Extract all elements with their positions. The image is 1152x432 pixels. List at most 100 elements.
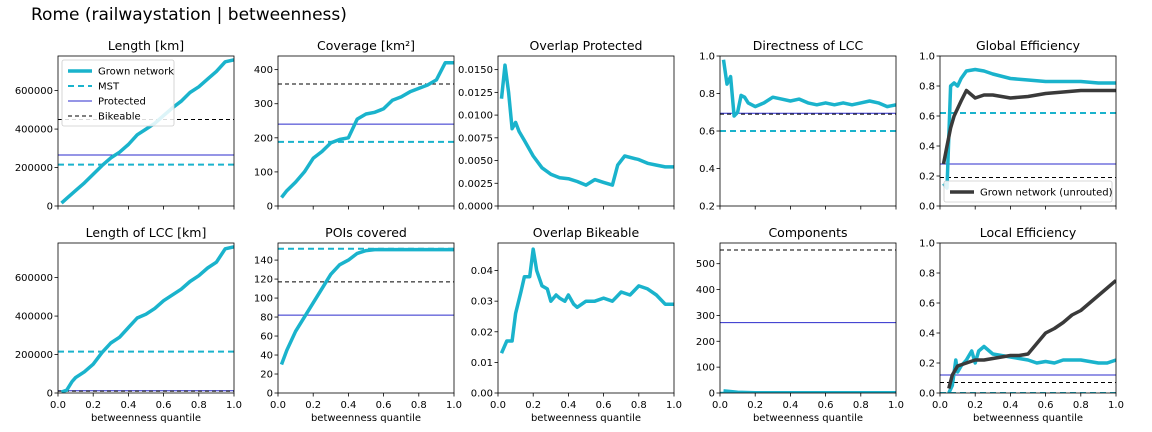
x-tick-label: 1.0 <box>446 400 462 411</box>
y-tick-label: 0.6 <box>919 112 935 123</box>
y-tick-label: 100 <box>254 167 273 178</box>
y-tick-label: 400 <box>696 285 715 296</box>
y-tick-label: 400 <box>254 65 273 76</box>
series-line-grown-network <box>942 67 1116 190</box>
y-tick-label: 400000 <box>15 312 53 323</box>
y-tick-label: 0.0150 <box>458 65 493 76</box>
x-tick-label: 0.4 <box>560 400 576 411</box>
x-tick-label: 0.4 <box>120 400 136 411</box>
axes-frame <box>497 55 675 207</box>
y-tick-label: 0.0100 <box>458 111 493 122</box>
x-tick-label: 0.6 <box>596 400 612 411</box>
axes-frame <box>277 55 455 207</box>
legend-label: Grown network (unrouted) <box>980 188 1113 199</box>
y-tick-label: 80 <box>260 313 273 324</box>
y-tick-label: 600000 <box>15 273 53 284</box>
y-tick-label: 0.0050 <box>458 156 493 167</box>
panel-local_eff: Local Efficiency 0.0 0.2 0.4 0.6 0.8 1.0 0.0 0.2… <box>919 225 1124 424</box>
panel-directness: Directness of LCC 0.2 0.4 0.6 0.8 1.0 <box>699 38 897 213</box>
legend-box <box>943 180 1113 203</box>
x-tick-label: 0.0 <box>50 400 66 411</box>
y-tick-label: 0 <box>709 389 715 400</box>
legend-label: Bikeable <box>98 112 141 123</box>
x-tick-label: 1.0 <box>1108 400 1124 411</box>
y-tick-label: 0 <box>47 202 53 213</box>
y-tick-label: 0.0000 <box>458 202 493 213</box>
y-tick-label: 500 <box>696 259 715 270</box>
series-line-grown-network <box>60 58 234 205</box>
panel-title: Global Efficiency <box>976 38 1081 53</box>
legend: Grown network (unrouted) <box>943 180 1113 203</box>
y-tick-label: 100 <box>254 294 273 305</box>
x-tick-label: 0.6 <box>156 400 172 411</box>
panel-lcc: Length of LCC [km] 0.0 0.2 0.4 0.6 0.8 1.0 0 200… <box>15 225 242 424</box>
series-line-grown-network-unrouted <box>947 279 1116 389</box>
legend-label: Grown network <box>98 67 174 78</box>
x-tick-label: 1.0 <box>666 400 682 411</box>
x-tick-label: 0.4 <box>340 400 356 411</box>
y-tick-label: 0.8 <box>919 82 935 93</box>
y-tick-label: 1.0 <box>919 52 935 63</box>
panel-components: Components 0.0 0.2 0.4 0.6 0.8 1.0 0 100 200 300 40… <box>696 225 904 424</box>
x-tick-label: 0.6 <box>818 400 834 411</box>
x-tick-label: 1.0 <box>226 400 242 411</box>
y-tick-label: 0.2 <box>919 172 935 183</box>
y-tick-label: 120 <box>254 275 273 286</box>
series-line-grown-network <box>499 247 674 354</box>
panel-overlap_protected: Overlap Protected 0.0000 0.0025 0.0050 0.007… <box>458 38 675 213</box>
x-tick-label: 0.8 <box>191 400 207 411</box>
legend-label: Protected <box>98 97 146 108</box>
axes-frame <box>497 242 675 394</box>
series-line-grown-network <box>279 247 454 366</box>
panel-global_eff: Global Efficiency 0.0 0.2 0.4 0.6 0.8 1.0 Grown… <box>919 38 1117 213</box>
series-line-grown-network <box>721 59 896 118</box>
panel-title: Length [km] <box>108 38 184 53</box>
x-tick-label: 0.0 <box>270 400 286 411</box>
series-line-grown-network <box>280 61 454 199</box>
y-tick-label: 0.01 <box>471 358 493 369</box>
x-tick-label: 0.0 <box>932 400 948 411</box>
axes-frame <box>939 55 1117 207</box>
panel-coverage: Coverage [km²] 0 100 200 300 400 <box>254 38 455 213</box>
axes-frame <box>719 242 897 394</box>
y-tick-label: 0.0 <box>919 389 935 400</box>
y-tick-label: 0.6 <box>699 127 715 138</box>
y-tick-label: 0.0 <box>919 202 935 213</box>
series-line-grown-network <box>60 245 234 393</box>
panel-title: Length of LCC [km] <box>86 225 207 240</box>
legend: Grown network MST Protected Bikeable <box>61 59 175 127</box>
x-tick-label: 0.2 <box>525 400 541 411</box>
x-tick-label: 0.8 <box>631 400 647 411</box>
x-tick-label: 0.2 <box>85 400 101 411</box>
panels: Length [km] 0 200000 400000 600000 Grown netw… <box>15 38 1124 424</box>
y-tick-label: 140 <box>254 256 273 267</box>
y-tick-label: 20 <box>260 370 273 381</box>
y-tick-label: 200000 <box>15 163 53 174</box>
y-tick-label: 300 <box>696 311 715 322</box>
series-line-grown-network <box>723 389 896 393</box>
legend-label: MST <box>98 82 120 93</box>
panel-title: Overlap Bikeable <box>533 225 640 240</box>
y-tick-label: 1.0 <box>699 52 715 63</box>
panel-title: Components <box>768 225 847 240</box>
y-tick-label: 0 <box>267 389 273 400</box>
panel-title: Directness of LCC <box>753 38 864 53</box>
y-tick-label: 0.00 <box>471 389 493 400</box>
legend-box <box>61 59 175 127</box>
x-tick-label: 0.6 <box>376 400 392 411</box>
axes-frame <box>57 55 235 207</box>
y-tick-label: 200 <box>696 337 715 348</box>
x-axis-label: betweenness quantile <box>973 413 1083 424</box>
y-tick-label: 0.04 <box>471 266 493 277</box>
y-tick-label: 100 <box>696 363 715 374</box>
x-tick-label: 0.4 <box>1002 400 1018 411</box>
x-axis-label: betweenness quantile <box>531 413 641 424</box>
panel-pois: POIs covered 0.0 0.2 0.4 0.6 0.8 1.0 0 20 40 60 80 1… <box>254 225 462 424</box>
x-tick-label: 1.0 <box>888 400 904 411</box>
x-tick-label: 0.2 <box>305 400 321 411</box>
series-line-grown-network <box>499 63 674 187</box>
y-tick-label: 0.03 <box>471 297 493 308</box>
panel-title: Coverage [km²] <box>317 38 415 53</box>
x-tick-label: 0.6 <box>1038 400 1054 411</box>
panel-overlap_bikeable: Overlap Bikeable 0.0 0.2 0.4 0.6 0.8 1.0 0.00 0.… <box>471 225 682 424</box>
